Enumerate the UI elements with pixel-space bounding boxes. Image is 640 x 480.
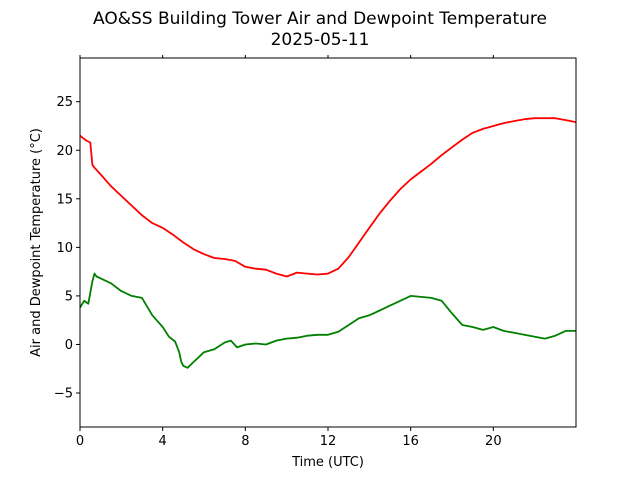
x-tick-label: 12: [320, 434, 337, 449]
y-tick-label: 5: [65, 289, 73, 304]
chart-title: AO&SS Building Tower Air and Dewpoint Te…: [93, 9, 547, 29]
chart-subtitle: 2025-05-11: [271, 30, 370, 50]
x-tick-label: 20: [485, 434, 502, 449]
series-layer: [79, 117, 577, 369]
y-tick-label: 20: [56, 144, 73, 159]
plot-frame: [79, 57, 577, 428]
y-tick-label: 0: [65, 338, 73, 353]
x-tick-label: 8: [241, 434, 249, 449]
series-line-1: [79, 272, 576, 369]
x-tick-label: 0: [76, 434, 84, 449]
x-tick-label: 16: [402, 434, 419, 449]
tick-layer: 0 4 8 12 16 20 −5 0 5 10 15 20 25: [54, 55, 502, 449]
y-tick-label: −5: [54, 387, 73, 402]
y-axis-label: Air and Dewpoint Temperature (°C): [29, 128, 44, 357]
x-axis-label: Time (UTC): [291, 455, 364, 470]
series-line-0: [79, 117, 577, 278]
y-tick-label: 10: [56, 241, 73, 256]
x-tick-label: 4: [159, 434, 167, 449]
y-tick-label: 25: [56, 95, 73, 110]
y-tick-label: 15: [56, 192, 73, 207]
